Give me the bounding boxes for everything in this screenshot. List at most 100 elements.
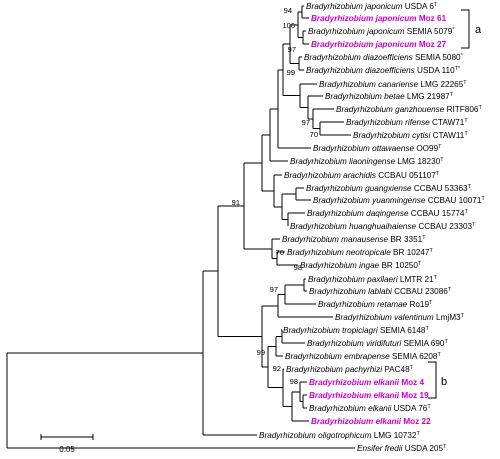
taxon-strain: LMTR 21: [400, 275, 434, 284]
taxon-species: Bradyrhizobium canariense: [319, 80, 420, 89]
taxon-strain: USDA 6: [405, 2, 435, 11]
taxon-strain: Moz 61: [419, 14, 447, 23]
taxon-label: Bradyrhizobium oligotrophicum LMG 10732T: [259, 431, 420, 440]
taxon-label: Bradyrhizobium japonicum Moz 61: [311, 14, 447, 23]
taxon-mark: T: [434, 2, 438, 8]
taxon-species: Bradyrhizobium japonicum: [311, 40, 419, 49]
taxon-label: Bradyrhizobium daqingense CCBAU 15774T: [307, 209, 468, 218]
taxon-mark: T: [478, 105, 482, 111]
taxon-mark: T: [427, 404, 431, 410]
taxon-label: Bradyrhizobium japonicum Moz 27: [311, 40, 447, 49]
taxon-species: Bradyrhizobium yuanmingense: [313, 196, 428, 205]
taxon-mark: T*: [455, 66, 461, 72]
taxon-strain: BR 10247: [393, 248, 430, 257]
taxon-species: Bradyrhizobium elkanii: [309, 404, 394, 413]
bootstrap-value: 97: [302, 118, 310, 127]
clade-bracket-b: b: [428, 361, 447, 399]
taxon-species: Ensifer fredii: [357, 444, 405, 453]
taxon-species: Bradyrhizobium huanghuaihaiense: [290, 222, 418, 231]
taxon-strain: PAC48: [384, 365, 410, 374]
taxon-strain: LMG 10732: [374, 431, 417, 440]
taxon-label: Bradyrhizobium japonicum USDA 6T: [306, 2, 438, 11]
taxon-species: Bradyrhizobium diazoefficiens: [304, 53, 415, 62]
taxon-mark: T: [468, 184, 472, 190]
bootstrap-value: 94: [284, 6, 292, 15]
taxon-label: Bradyrhizobium ingae BR 10250T: [300, 261, 422, 270]
taxon-mark: T: [472, 222, 476, 228]
taxon-mark: T: [450, 92, 454, 98]
taxon-strain: SEMIA 6208: [392, 352, 438, 361]
taxon-mark: T: [463, 80, 467, 86]
taxon-species: Bradyrhizobium valentinum: [335, 313, 436, 322]
taxon-label: Bradyrhizobium betae LMG 21987T: [325, 92, 454, 101]
taxon-mark: T: [443, 444, 447, 450]
taxon-label: Bradyrhizobium cytisi CTAW11T: [353, 131, 468, 140]
taxon-species: Bradyrhizobium japonicum: [311, 14, 419, 23]
bootstrap-value: 70: [310, 130, 318, 139]
taxon-mark: T: [425, 326, 429, 332]
taxon-mark: T: [422, 235, 426, 241]
taxon-label: Bradyrhizobium embrapense SEMIA 6208T: [285, 352, 441, 361]
taxon-species: Bradyrhizobium oligotrophicum: [259, 431, 374, 440]
taxon-mark: T: [434, 275, 438, 281]
taxon-label: Bradyrhizobium valentinum LmjM3T: [335, 313, 465, 322]
taxon-strain: CCBAU 53363: [414, 184, 468, 193]
taxon-strain: CCBAU 15774: [411, 209, 465, 218]
taxon-mark: T: [481, 196, 485, 202]
bootstrap-value: 97: [270, 285, 278, 294]
taxon-strain: USDA 205: [405, 444, 444, 453]
taxon-species: Bradyrhizobium daqingense: [307, 209, 411, 218]
taxon-strain: USDA 76: [394, 404, 428, 413]
taxon-species: Bradyrhizobium neotropicale: [287, 248, 393, 257]
taxon-label: Bradyrhizobium ganzhouense RITF806T: [336, 105, 482, 114]
taxon-label: Bradyrhizobium lablabi CCBAU 23086T: [309, 287, 452, 296]
taxon-label: Bradyrhizobium elkanii USDA 76T: [309, 404, 431, 413]
taxon-strain: Ro19: [409, 300, 429, 309]
taxon-strain: RITF806: [447, 105, 479, 114]
taxon-species: Bradyrhizobium viridifuturi: [307, 339, 403, 348]
taxon-label: Bradyrhizobium elkanii Moz 19: [309, 391, 429, 400]
taxon-strain: CCBAU 23303: [418, 222, 472, 231]
taxon-mark: T: [418, 261, 422, 267]
bootstrap-value: 100: [282, 21, 295, 30]
taxon-strain: BR 10250: [381, 261, 418, 270]
taxon-label: Bradyrhizobium manausense BR 3351T: [282, 235, 426, 244]
bootstrap-value: 70: [276, 248, 284, 257]
bootstrap-value: 98: [290, 377, 298, 386]
taxon-mark: T: [461, 313, 465, 319]
taxon-mark: T: [438, 144, 442, 150]
taxon-species: Bradyrhizobium arachidis: [284, 171, 378, 180]
taxon-strain: LMG 21987: [407, 92, 450, 101]
taxon-labels: Bradyrhizobium japonicum USDA 6TBradyrhi…: [259, 2, 485, 453]
taxon-label: Bradyrhizobium paxllaeri LMTR 21T: [308, 275, 438, 284]
taxon-species: Bradyrhizobium ganzhouense: [336, 105, 447, 114]
taxon-species: Bradyrhizobium elkanii: [311, 417, 403, 426]
clade-label-a: a: [475, 24, 482, 36]
taxon-strain: SEMIA 5079: [407, 27, 453, 36]
bootstrap-value: 92: [273, 364, 281, 373]
taxon-strain: CTAW71: [432, 118, 465, 127]
taxon-mark: T: [440, 157, 444, 163]
taxon-label: Bradyrhizobium rifense CTAW71T: [346, 118, 468, 127]
taxon-label: Bradyrhizobium viridifuturi SEMIA 690T: [307, 339, 448, 348]
bootstrap-value: 99: [257, 348, 265, 357]
taxon-label: Ensifer fredii USDA 205T: [357, 444, 447, 453]
taxon-species: Bradyrhizobium guangxiense: [306, 184, 414, 193]
taxon-strain: CCBAU 051107: [378, 171, 436, 180]
taxon-species: Bradyrhizobium elkanii: [309, 378, 401, 387]
taxon-label: Bradyrhizobium elkanii Moz 22: [311, 417, 431, 426]
bootstrap-value: 98: [294, 263, 302, 272]
taxon-label: Bradyrhizobium tropiciagri SEMIA 6148T: [283, 326, 429, 335]
clade-bracket-a: a: [461, 9, 482, 49]
taxon-strain: SEMIA 5080: [415, 53, 461, 62]
taxon-mark: *: [461, 53, 464, 59]
taxon-label: Bradyrhizobium pachyrhizi PAC48T: [286, 365, 414, 374]
taxon-strain: Moz 4: [401, 378, 424, 387]
taxon-label: Bradyrhizobium arachidis CCBAU 051107T: [284, 171, 440, 180]
taxon-label: Bradyrhizobium guangxiense CCBAU 53363T: [306, 184, 472, 193]
taxon-strain: USDA 110: [417, 66, 455, 75]
taxon-strain: Moz 19: [401, 391, 429, 400]
taxon-species: Bradyrhizobium cytisi: [353, 131, 433, 140]
taxon-mark: T: [429, 300, 433, 306]
taxon-species: Bradyrhizobium pachyrhizi: [286, 365, 384, 374]
